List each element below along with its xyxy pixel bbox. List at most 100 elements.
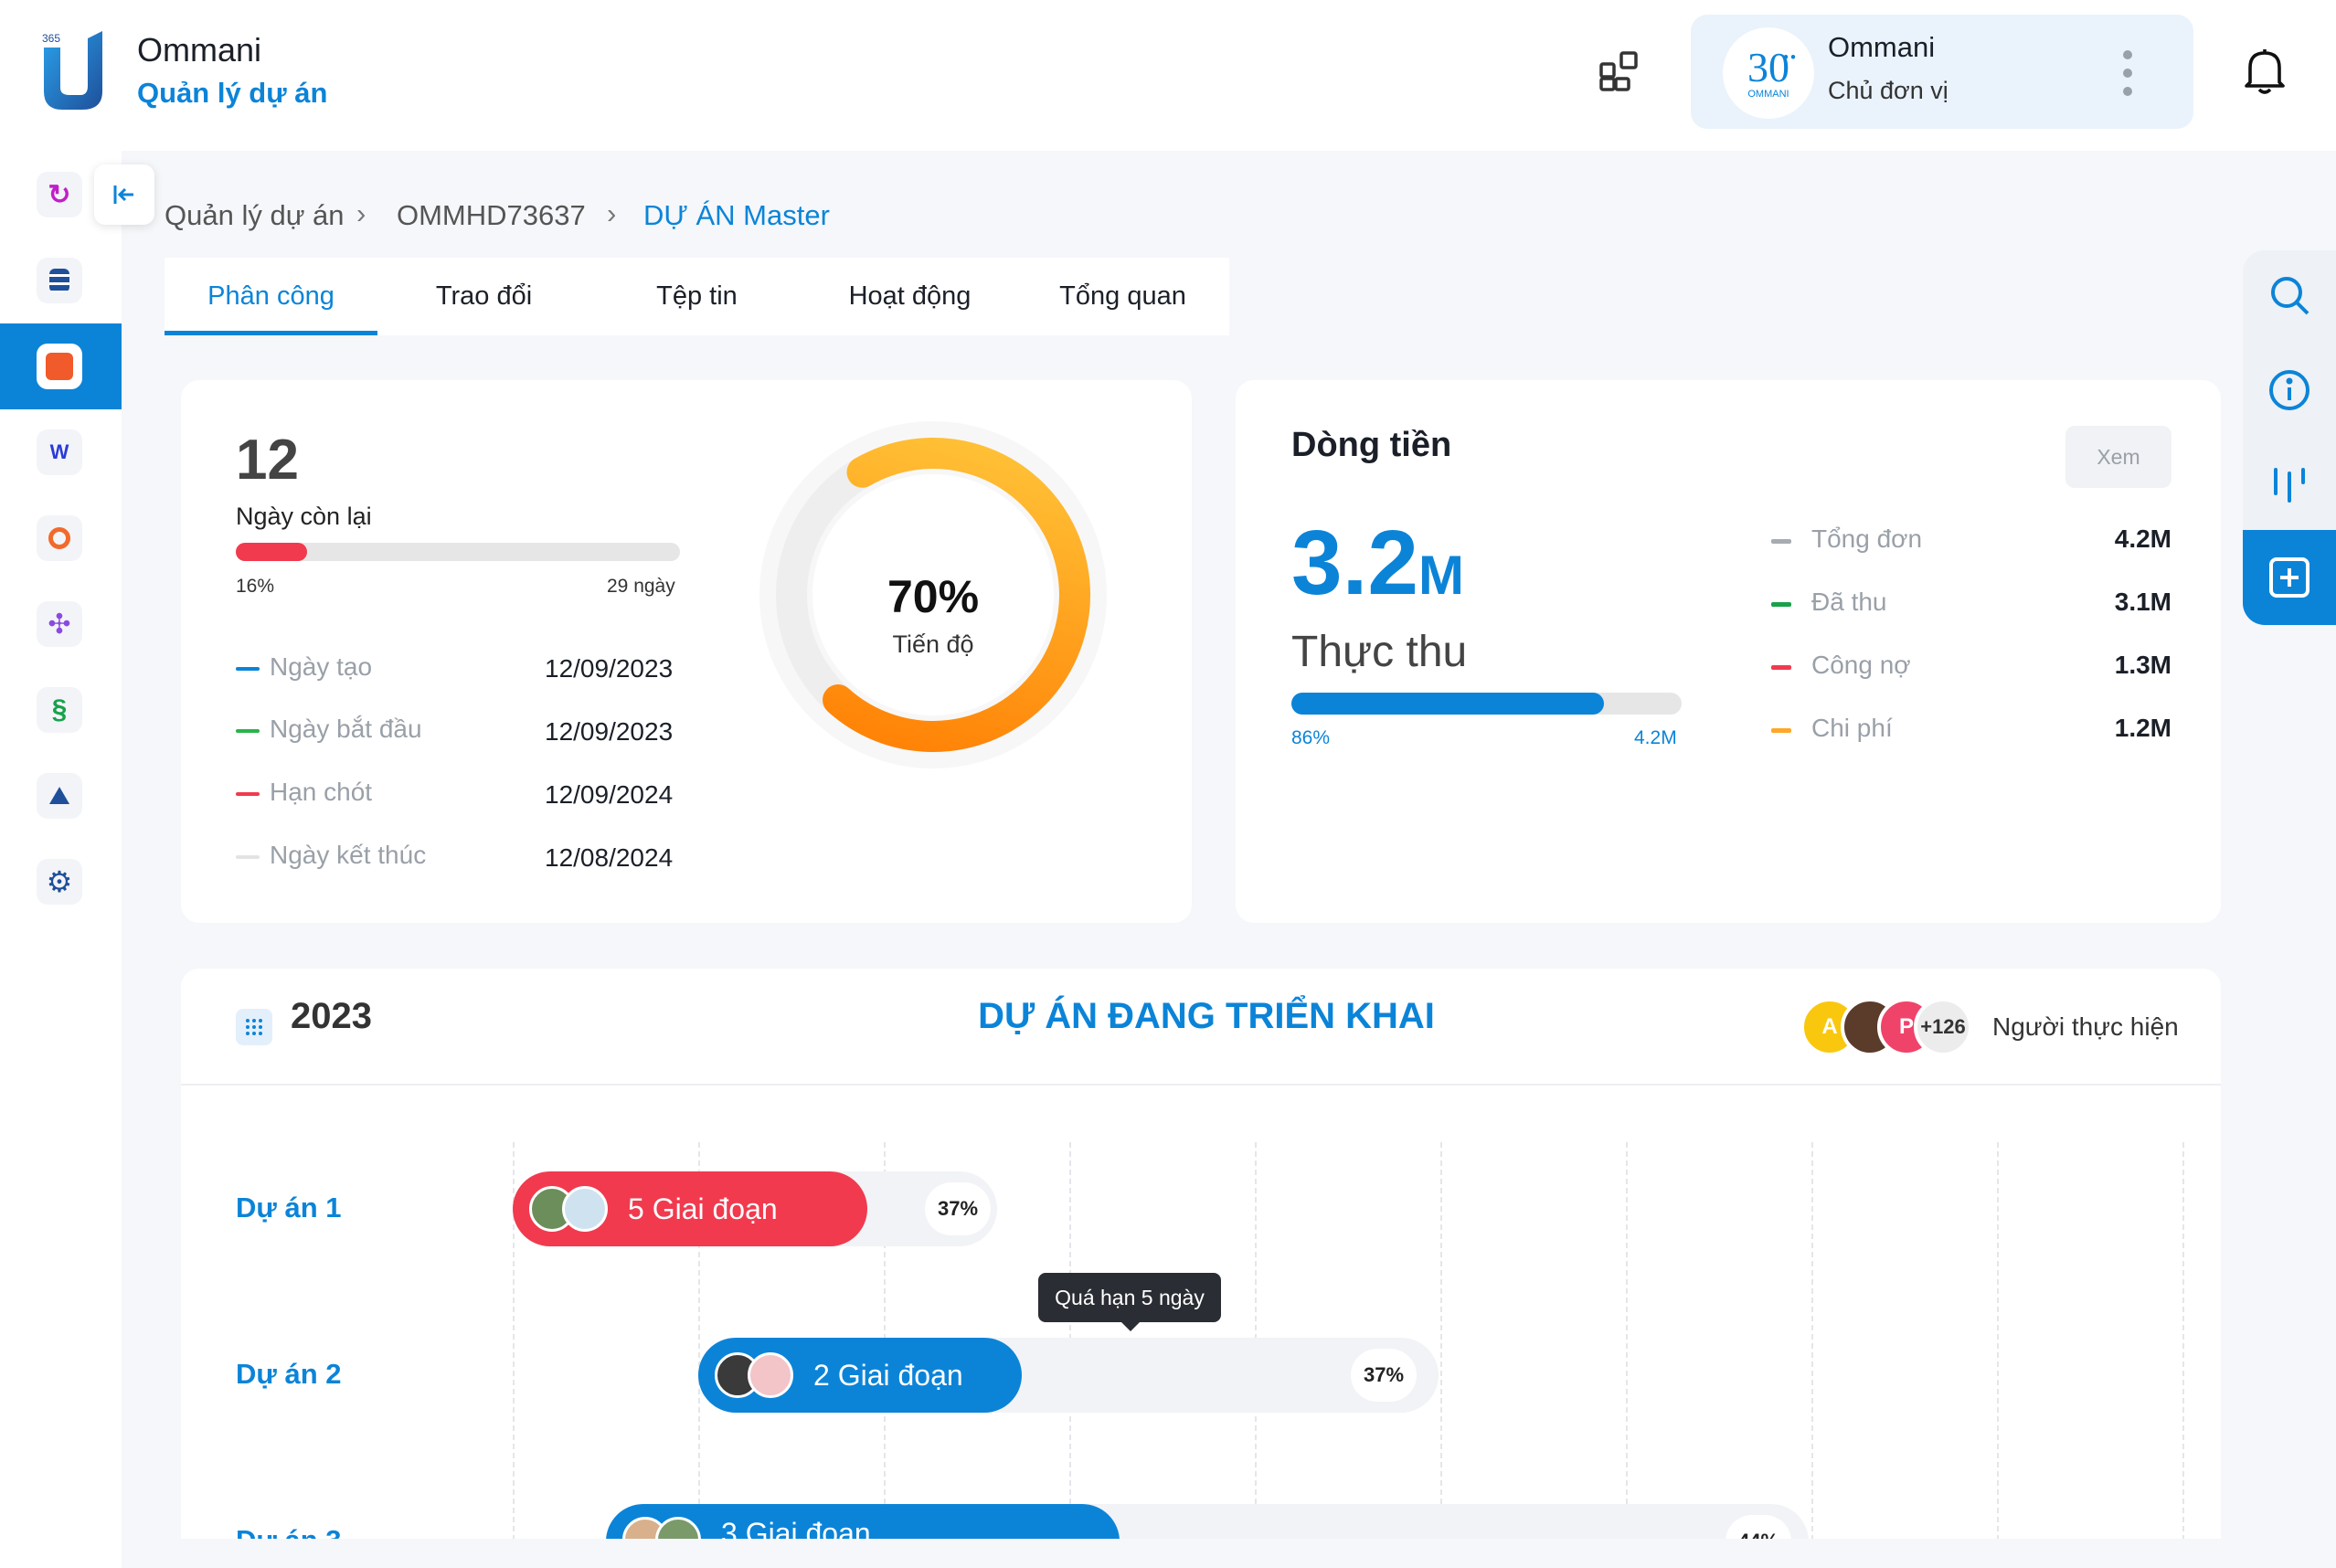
deadline-dash <box>236 792 260 796</box>
legend-cost-value: 1.2M <box>2114 714 2171 742</box>
collapse-icon <box>113 185 133 204</box>
start-date-dash <box>236 729 260 733</box>
sidebar-app-6[interactable]: ✣ <box>37 601 82 647</box>
legend-total-label: Tổng đơn <box>1811 524 1923 553</box>
breadcrumb-current: DỰ ÁN Master <box>643 199 830 231</box>
grid-line <box>698 1142 700 1541</box>
chevron-right-icon: › <box>356 197 366 229</box>
days-left-value: 12 <box>236 429 299 492</box>
gantt-header-divider <box>181 1084 2221 1086</box>
sidebar-app-5[interactable] <box>37 515 82 561</box>
gantt-year[interactable]: 2023 <box>291 996 372 1036</box>
legend-total-dash <box>1771 539 1791 544</box>
gantt-card <box>181 969 2221 1568</box>
grid-line <box>2182 1142 2184 1541</box>
grid-line <box>1811 1142 1813 1541</box>
days-progress-total: 29 ngày <box>607 576 675 597</box>
project-bar-2[interactable]: 2 Giai đoạn <box>698 1338 1022 1413</box>
sidebar-app-2[interactable] <box>37 258 82 303</box>
view-button[interactable]: Xem <box>2065 426 2171 488</box>
days-left-label: Ngày còn lại <box>236 503 372 530</box>
tab-bar <box>165 258 1229 335</box>
breadcrumb-item-2[interactable]: OMMHD73637 <box>397 199 586 231</box>
tab-files[interactable]: Tệp tin <box>656 281 738 311</box>
bottom-edge <box>122 1539 2336 1568</box>
progress-donut <box>759 421 1107 768</box>
deadline-label: Hạn chót <box>270 778 373 806</box>
cashflow-value-label: Thực thu <box>1291 628 1468 676</box>
cashflow-value: 3.2M <box>1291 512 1464 614</box>
legend-debt-value: 1.3M <box>2114 651 2171 679</box>
app-subtitle: Quản lý dự án <box>137 77 328 109</box>
cashflow-card <box>1236 380 2221 923</box>
legend-collected-label: Đã thu <box>1811 588 1887 616</box>
legend-collected-value: 3.1M <box>2114 588 2171 616</box>
end-date-value: 12/08/2024 <box>545 843 674 872</box>
grid-line <box>1626 1142 1628 1541</box>
legend-cost-label: Chi phí <box>1811 714 1893 742</box>
tab-discussion[interactable]: Trao đổi <box>435 281 533 311</box>
project-label-3[interactable]: Dự án 3 <box>236 1524 341 1539</box>
sidebar-app-4[interactable]: W <box>37 429 82 475</box>
legend-debt-label: Công nợ <box>1811 651 1911 679</box>
user-avatar: 30̈ OMMANI <box>1723 27 1814 119</box>
tooltip-arrow <box>1120 1321 1141 1331</box>
cashflow-title: Dòng tiền <box>1291 426 1452 464</box>
legend-collected-dash <box>1771 602 1791 607</box>
project-bar-1[interactable]: 5 Giai đoạn <box>513 1171 867 1246</box>
project-bar-3[interactable]: 3 Giai đoạn <box>606 1504 1120 1539</box>
days-progress-fill <box>236 543 307 561</box>
project-row-3-clip: Dự án 3 3 Giai đoạn 44% <box>181 1489 2221 1539</box>
breadcrumb-item-1[interactable]: Quản lý dự án <box>165 199 345 231</box>
project-percent-2: 37% <box>1351 1349 1417 1402</box>
sidebar-app-7[interactable]: § <box>37 687 82 733</box>
info-icon[interactable] <box>2267 367 2312 413</box>
legend-debt-dash <box>1771 665 1791 670</box>
svg-text:365: 365 <box>42 32 60 45</box>
overdue-tooltip: Quá hạn 5 ngày <box>1038 1273 1221 1322</box>
add-icon <box>2269 557 2309 598</box>
tab-overview[interactable]: Tổng quan <box>1059 281 1186 311</box>
project-label-1[interactable]: Dự án 1 <box>236 1192 342 1224</box>
legend-total-value: 4.2M <box>2114 524 2171 553</box>
calendar-icon[interactable] <box>236 1009 272 1045</box>
project-label-2[interactable]: Dự án 2 <box>236 1358 342 1390</box>
people-label: Người thực hiện <box>1992 1012 2179 1041</box>
bars-icon[interactable] <box>2267 461 2312 506</box>
days-progress-percent: 16% <box>236 576 275 597</box>
sidebar-app-8[interactable]: ⛰ <box>37 773 82 819</box>
apps-icon[interactable] <box>1598 49 1641 93</box>
sidebar-app-1[interactable]: ↻ <box>37 172 82 217</box>
created-date-dash <box>236 667 260 671</box>
collapse-sidebar-button[interactable] <box>94 164 154 225</box>
chevron-right-icon: › <box>607 197 617 229</box>
progress-label: Tiến độ <box>892 630 974 658</box>
end-date-label: Ngày kết thúc <box>270 841 427 869</box>
created-date-value: 12/09/2023 <box>545 654 674 683</box>
user-name: Ommani <box>1828 31 1936 63</box>
kebab-icon[interactable] <box>2118 48 2137 99</box>
end-date-dash <box>236 855 260 859</box>
app-name: Ommani <box>137 31 262 69</box>
deadline-value: 12/09/2024 <box>545 780 674 809</box>
cashflow-bar-total: 4.2M <box>1634 727 1677 748</box>
sidebar-settings[interactable]: ⚙ <box>37 859 82 905</box>
sidebar-app-3-active[interactable] <box>37 344 82 389</box>
search-icon[interactable] <box>2267 272 2312 318</box>
created-date-label: Ngày tạo <box>270 652 373 681</box>
more-people-badge[interactable]: +126 <box>1914 998 1972 1056</box>
cashflow-bar-fill <box>1291 693 1604 715</box>
app-logo[interactable]: 365 <box>40 31 104 110</box>
tab-assignment[interactable]: Phân công <box>207 281 334 311</box>
start-date-value: 12/09/2023 <box>545 717 674 746</box>
progress-percent: 70% <box>887 571 980 622</box>
gantt-title: DỰ ÁN ĐANG TRIỂN KHAI <box>978 996 1435 1036</box>
grid-line <box>513 1142 515 1541</box>
start-date-label: Ngày bắt đầu <box>270 715 422 743</box>
tab-activity[interactable]: Hoạt động <box>848 281 972 311</box>
grid-line <box>1440 1142 1442 1541</box>
cashflow-bar-percent: 86% <box>1291 727 1331 748</box>
days-progress-track <box>236 543 680 561</box>
tab-active-underline <box>165 331 377 335</box>
bell-icon[interactable] <box>2241 46 2288 97</box>
